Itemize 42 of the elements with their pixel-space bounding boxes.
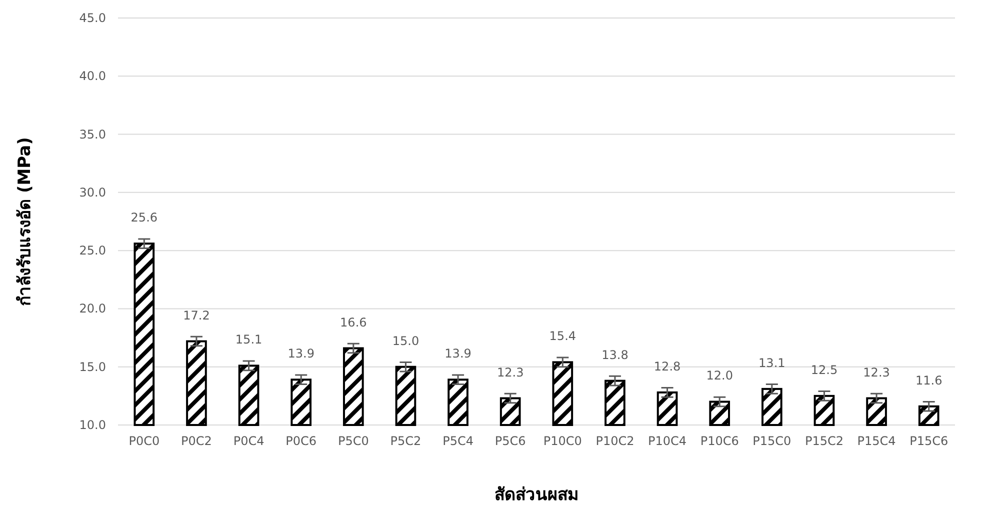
x-tick-label: P15C6 (910, 434, 948, 448)
y-tick-label: 10.0 (79, 418, 106, 432)
x-tick-label: P10C0 (543, 434, 582, 448)
y-tick-label: 45.0 (79, 11, 106, 25)
x-tick-label: P5C2 (390, 434, 422, 448)
y-tick-label: 20.0 (79, 302, 106, 316)
y-tick-label: 35.0 (79, 127, 106, 142)
x-tick-label: P0C6 (286, 434, 317, 448)
y-axis-title: กำลังรับแรงอัด (MPa) (15, 137, 35, 306)
data-label: 15.1 (235, 332, 262, 347)
x-tick-label: P15C4 (857, 434, 896, 448)
x-tick-label: P15C0 (752, 434, 792, 448)
x-tick-label: P0C4 (233, 434, 264, 448)
data-label: 15.4 (549, 329, 576, 344)
data-label: 12.3 (496, 365, 524, 380)
data-label: 17.2 (183, 308, 210, 322)
data-label: 13.1 (758, 356, 786, 370)
x-tick-label: P10C6 (700, 434, 739, 448)
x-tick-label: P10C4 (648, 434, 687, 448)
x-tick-label: P5C0 (338, 434, 369, 448)
y-tick-label: 40.0 (79, 69, 106, 84)
data-label: 25.6 (130, 210, 158, 225)
x-tick-label: P5C6 (494, 434, 526, 448)
x-tick-label: P5C4 (442, 434, 474, 448)
y-tick-label: 25.0 (79, 244, 106, 258)
x-tick-label: P15C2 (804, 434, 844, 448)
data-label: 11.6 (915, 373, 942, 388)
x-axis-title: สัดส่วนผสม (494, 485, 578, 505)
y-tick-label: 30.0 (79, 185, 106, 200)
data-label: 13.8 (602, 348, 628, 362)
data-label: 13.9 (288, 346, 314, 361)
x-tick-label: P0C2 (181, 434, 212, 448)
data-label: 12.5 (810, 362, 838, 377)
data-label: 12.3 (863, 365, 890, 380)
x-tick-label: P10C2 (596, 434, 634, 448)
data-label: 12.8 (654, 359, 681, 374)
data-label: 15.0 (392, 334, 420, 348)
x-tick-label: P0C0 (128, 434, 160, 448)
data-label: 12.0 (706, 368, 733, 383)
y-tick-label: 15.0 (79, 360, 106, 374)
data-label: 13.9 (444, 346, 472, 361)
data-label: 16.6 (340, 315, 367, 330)
